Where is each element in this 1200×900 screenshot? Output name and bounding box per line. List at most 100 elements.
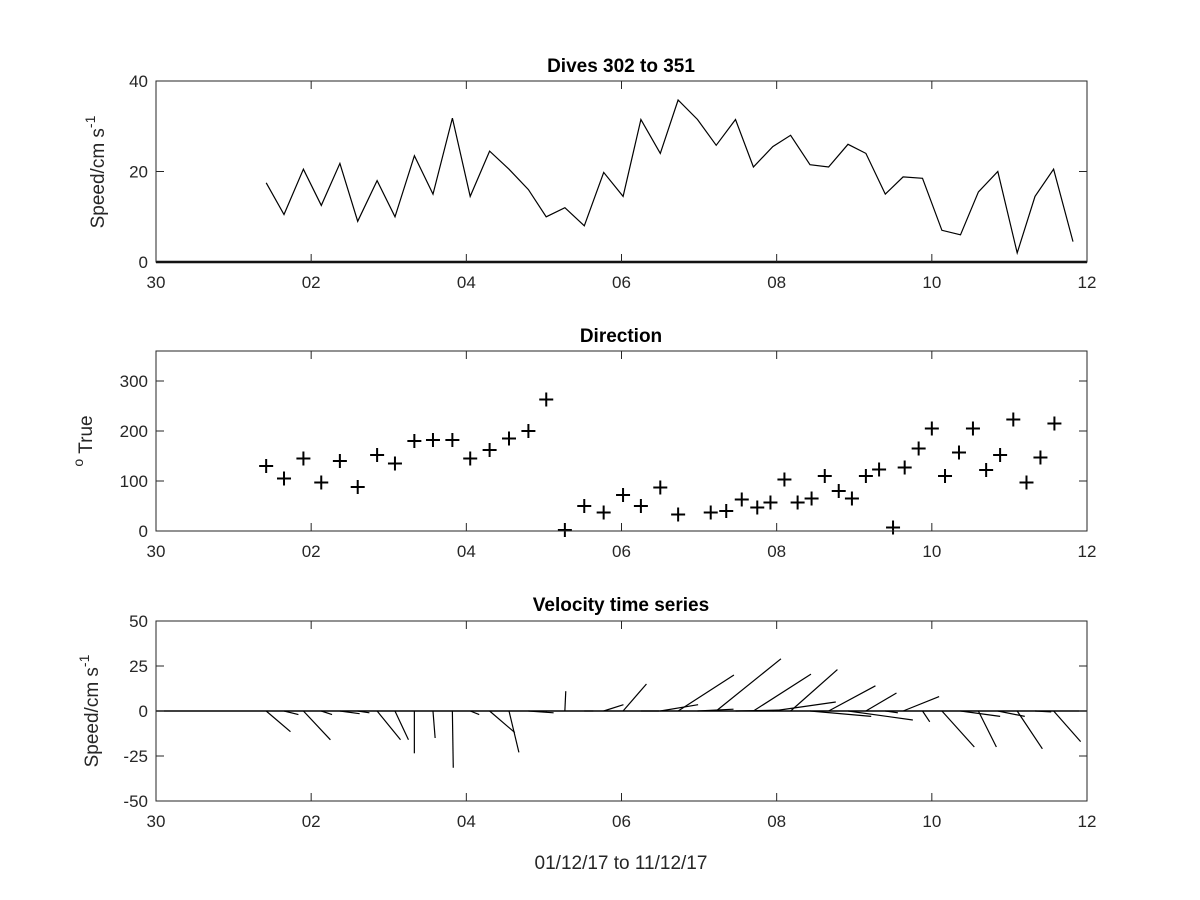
direction-point [938,469,953,483]
direction-point [296,451,311,466]
direction-title: Direction [580,326,662,347]
direction-ylabel-superscript: o [70,459,86,467]
velocity-stick [697,708,734,712]
direction-point [557,523,572,537]
velocity-stick [528,710,554,714]
x-tick-label: 04 [457,542,476,561]
direction-ylabel-text: True [76,415,97,453]
direction-point [911,441,926,456]
velocity-stick [469,710,480,716]
x-tick-label: 08 [767,542,786,561]
y-tick-label: 200 [120,422,148,441]
direction-point [817,469,832,483]
direction-point [387,456,402,471]
direction-point [790,495,805,510]
velocity-stick [847,710,913,721]
x-tick-label: 10 [922,542,941,561]
direction-point [1006,412,1021,427]
y-tick-label: 20 [129,163,148,182]
velocity-stick [885,710,898,714]
y-tick-label: 0 [139,253,148,272]
x-tick-label: 12 [1078,273,1097,292]
direction-point [521,424,536,438]
direction-point [703,505,718,520]
velocity-stick [432,710,436,739]
x-tick-label: 08 [767,812,786,831]
direction-point [804,491,819,506]
x-tick-label: 04 [457,273,476,292]
velocity-stick [508,710,520,753]
velocity-stick [977,710,997,748]
speed-series-line [265,98,1074,256]
direction-point [1033,450,1048,465]
y-tick-label: 50 [129,612,148,631]
direction-point [886,520,901,535]
svg-text:Speed/cm s-1: Speed/cm s-1 [76,654,103,767]
direction-point [750,500,765,515]
velocity-xlabel: 01/12/17 to 11/12/17 [535,853,708,874]
velocity-stick [451,710,454,768]
direction-point [502,431,517,446]
direction-point [482,443,497,457]
velocity-stick [1034,710,1052,713]
direction-point [831,484,846,498]
velocity-stick [753,673,812,712]
velocity-stick [922,710,931,723]
velocity-stick [828,685,876,712]
direction-point [259,459,274,473]
x-tick-label: 04 [457,812,476,831]
velocity-stick [1053,710,1082,742]
direction-point [332,454,347,468]
y-tick-label: -25 [123,747,148,766]
direction-point [314,475,329,490]
velocity-ylabel-exponent: -1 [76,654,92,667]
velocity-stick [376,710,401,741]
velocity-stick [677,674,735,712]
velocity-axes: 30 02 04 06 08 10 12 -50 -25 0 25 50 [123,612,1096,831]
y-tick-label: 40 [129,72,148,91]
x-tick-label: 10 [922,273,941,292]
direction-point [844,491,859,506]
direction-point [979,463,994,477]
svg-text:Speed/cm s-1: Speed/cm s-1 [82,115,109,228]
direction-point [924,421,939,436]
direction-point [897,460,912,475]
direction-point [463,451,478,466]
direction-point [1019,475,1034,490]
velocity-panel: Velocity time series Speed/cm s-1 30 02 04… [76,595,1096,874]
velocity-ylabel-text: Speed/cm s [82,667,103,767]
y-tick-label: -50 [123,792,148,811]
direction-point [350,480,365,494]
direction-point [539,392,554,407]
x-tick-label: 12 [1078,542,1097,561]
speed-ylabel: Speed/cm s-1 [82,115,109,228]
x-tick-label: 02 [302,273,321,292]
velocity-stick [302,710,331,741]
direction-point [734,492,749,507]
direction-point [872,462,887,477]
velocity-stick [265,710,291,733]
x-tick-label: 08 [767,273,786,292]
velocity-stick [622,683,647,712]
velocity-stick [790,669,838,712]
speed-panel: Dives 302 to 351 Speed/cm s-1 30 02 04 06 08… [82,56,1096,292]
x-tick-label: 12 [1078,812,1097,831]
x-tick-label: 06 [612,812,631,831]
velocity-stick [735,709,779,712]
velocity-stick [321,710,333,716]
direction-point [407,434,422,448]
y-tick-label: 25 [129,657,148,676]
direction-point [719,504,734,518]
direction-point [951,445,966,460]
x-tick-label: 30 [147,812,166,831]
velocity-stick [394,710,409,741]
direction-axes: 30 02 04 06 08 10 12 0 100 200 300 [120,350,1097,561]
direction-point [633,499,648,513]
velocity-stick [902,696,940,712]
velocity-stick [772,701,836,712]
x-tick-label: 06 [612,273,631,292]
x-tick-label: 02 [302,542,321,561]
velocity-stick [715,658,782,712]
velocity-stick [564,691,567,712]
